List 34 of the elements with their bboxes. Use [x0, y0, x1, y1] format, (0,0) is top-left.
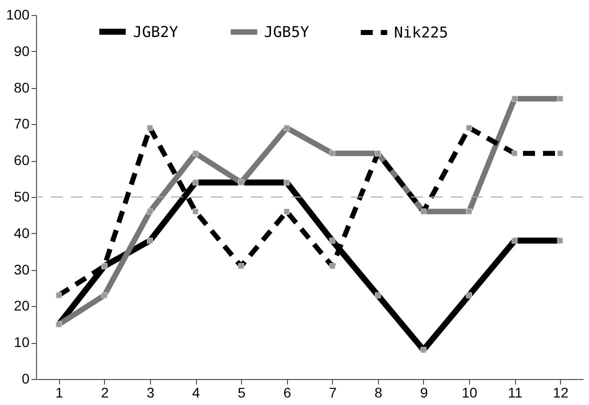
x-tick-label: 3: [146, 384, 155, 400]
x-tick-label: 1: [55, 384, 64, 400]
point: [329, 150, 336, 156]
x-tick-label: 6: [283, 384, 292, 400]
x-tick-label: 5: [238, 384, 246, 400]
legend-label: JGB5Y: [264, 23, 310, 41]
y-tick-label: 60: [14, 152, 30, 168]
legend-label: JGB2Y: [133, 22, 178, 41]
point: [466, 208, 472, 215]
y-tick-label: 40: [14, 224, 30, 241]
x-tick-label: 4: [192, 384, 200, 400]
x-tick-label: 7: [328, 384, 337, 400]
point: [146, 208, 153, 215]
point: [101, 292, 108, 298]
x-tick-label: 10: [462, 384, 478, 400]
point: [557, 96, 564, 102]
y-tick-label: 10: [14, 334, 30, 350]
y-tick-label: 0: [22, 370, 30, 386]
x-tick-label: 8: [374, 384, 382, 400]
y-tick-label: 90: [14, 42, 30, 59]
point: [284, 124, 290, 131]
y-tick-label: 30: [14, 261, 30, 278]
legend-label: Nik225: [394, 24, 448, 42]
x-tick-label: 11: [508, 384, 523, 400]
x-tick-label: 12: [552, 384, 569, 400]
y-tick-label: 50: [14, 188, 30, 204]
y-tick-label: 80: [14, 79, 30, 96]
y-tick-label: 100: [6, 6, 30, 22]
x-tick-label: 9: [420, 384, 428, 400]
y-tick-label: 20: [14, 298, 30, 314]
point: [192, 150, 199, 156]
x-tick-label: 2: [100, 384, 109, 400]
y-tick-label: 70: [14, 116, 30, 132]
point: [512, 96, 518, 102]
